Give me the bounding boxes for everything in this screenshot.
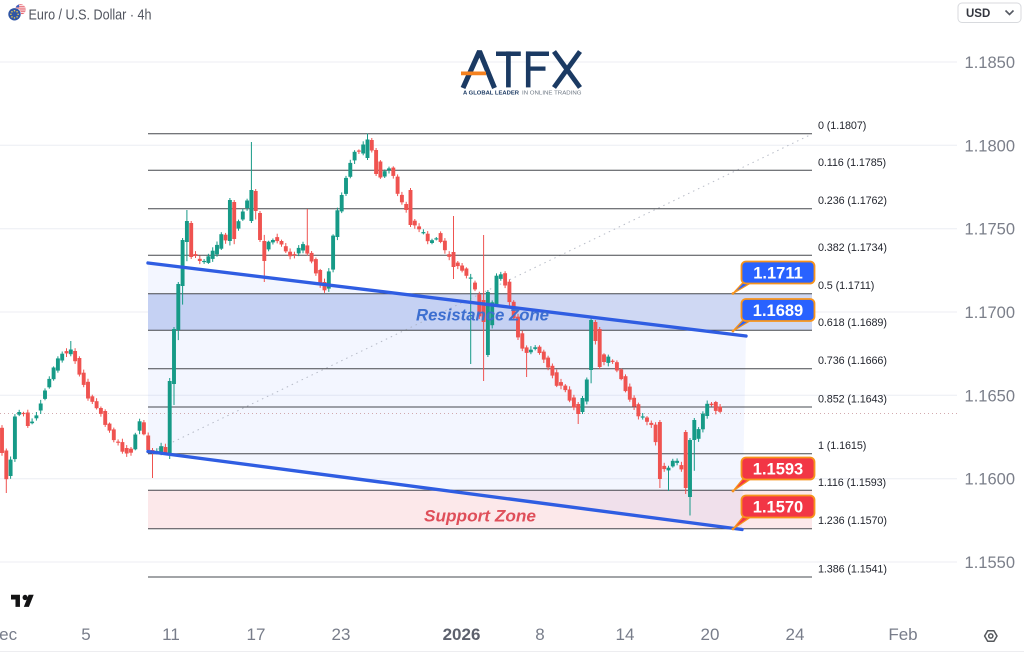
svg-text:IN ONLINE TRADING: IN ONLINE TRADING: [522, 91, 582, 97]
svg-text:1.386 (1.1541): 1.386 (1.1541): [818, 564, 887, 576]
svg-text:0.5 (1.1711): 0.5 (1.1711): [818, 280, 874, 292]
svg-text:0.116 (1.1785): 0.116 (1.1785): [818, 157, 886, 169]
svg-text:A GLOBAL LEADER: A GLOBAL LEADER: [463, 91, 520, 97]
svg-text:14: 14: [616, 625, 635, 644]
svg-text:2026: 2026: [443, 625, 481, 644]
svg-text:0.852 (1.1643): 0.852 (1.1643): [818, 394, 887, 406]
svg-text:1.1800: 1.1800: [965, 137, 1015, 155]
svg-text:1.1700: 1.1700: [965, 304, 1015, 322]
svg-text:1.1570: 1.1570: [753, 499, 803, 517]
svg-text:1.1711: 1.1711: [753, 265, 803, 283]
svg-text:Euro / U.S. Dollar · 4h: Euro / U.S. Dollar · 4h: [29, 7, 152, 24]
svg-text:1.116 (1.1593): 1.116 (1.1593): [818, 477, 886, 489]
svg-text:5: 5: [81, 625, 90, 644]
svg-text:23: 23: [332, 625, 351, 644]
svg-text:1 (1.1615): 1 (1.1615): [818, 440, 866, 452]
svg-text:Feb: Feb: [888, 625, 917, 644]
svg-text:20: 20: [701, 625, 720, 644]
svg-text:Support Zone: Support Zone: [424, 508, 536, 526]
svg-text:1.1689: 1.1689: [753, 302, 803, 320]
svg-text:1.1750: 1.1750: [965, 221, 1015, 239]
svg-text:Dec: Dec: [0, 625, 18, 644]
svg-text:0.236 (1.1762): 0.236 (1.1762): [818, 195, 887, 207]
svg-text:1.1650: 1.1650: [965, 387, 1015, 405]
svg-text:1.1593: 1.1593: [753, 461, 803, 479]
svg-text:17: 17: [247, 625, 266, 644]
svg-text:8: 8: [535, 625, 544, 644]
svg-text:1.236 (1.1570): 1.236 (1.1570): [818, 515, 887, 527]
svg-text:0.618 (1.1689): 0.618 (1.1689): [818, 317, 887, 329]
svg-text:1.1600: 1.1600: [965, 471, 1015, 489]
svg-text:1.1550: 1.1550: [965, 554, 1015, 572]
svg-text:0.736 (1.1666): 0.736 (1.1666): [818, 355, 887, 367]
svg-text:0 (1.1807): 0 (1.1807): [818, 120, 866, 132]
svg-text:0.382 (1.1734): 0.382 (1.1734): [818, 242, 887, 254]
svg-text:11: 11: [162, 625, 180, 644]
svg-text:24: 24: [786, 625, 805, 644]
svg-text:Resistance Zone: Resistance Zone: [416, 307, 549, 325]
svg-text:USD: USD: [966, 8, 990, 20]
svg-text:1.1850: 1.1850: [965, 54, 1015, 72]
